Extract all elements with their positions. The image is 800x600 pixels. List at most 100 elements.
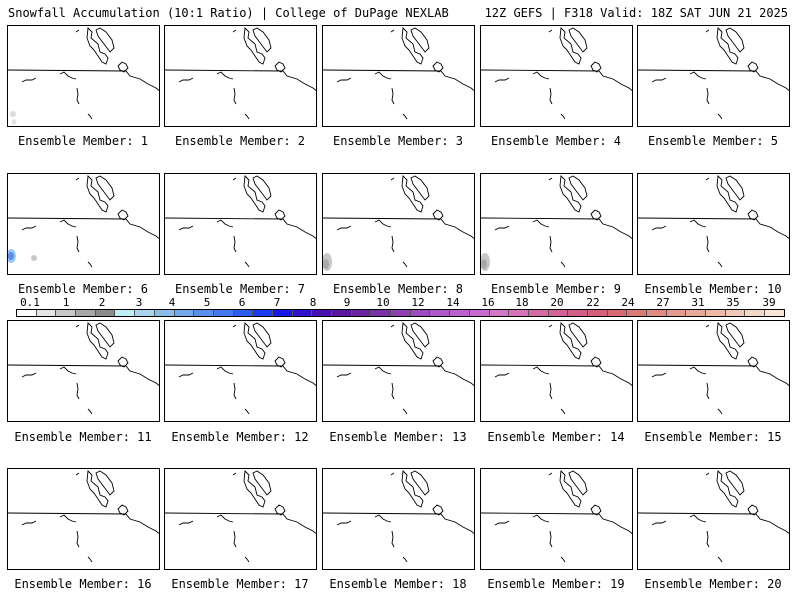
colorbar-swatch [233, 310, 254, 316]
ensemble-member-label: Ensemble Member: 15 [644, 430, 782, 444]
colorbar-swatch [213, 310, 234, 316]
ensemble-member-5-map [637, 25, 790, 127]
colorbar-swatch [135, 310, 155, 316]
colorbar-swatch [154, 310, 175, 316]
ensemble-member-6-map [7, 173, 160, 275]
ensemble-member-label: Ensemble Member: 2 [174, 134, 306, 148]
colorbar-swatch [292, 310, 313, 316]
colorbar-tick: 24 [621, 296, 635, 309]
ensemble-member-label: Ensemble Member: 7 [174, 282, 306, 296]
ensemble-member-19-map [480, 468, 633, 570]
colorbar-swatch [95, 310, 116, 316]
colorbar-swatch [391, 310, 411, 316]
ensemble-member-20-map [637, 468, 790, 570]
colorbar-swatch [76, 310, 96, 316]
map-title: Snowfall Accumulation (10:1 Ratio) | Col… [8, 6, 449, 20]
colorbar-swatch [568, 310, 588, 316]
ensemble-member-11-map [7, 320, 160, 422]
snowfall-colorbar [16, 309, 785, 317]
colorbar-tick: 6 [238, 296, 246, 309]
colorbar-tick: 3 [135, 296, 143, 309]
ensemble-member-3-map [322, 25, 475, 127]
ensemble-member-4-map [480, 25, 633, 127]
ensemble-member-label: Ensemble Member: 4 [490, 134, 622, 148]
colorbar-tick: 7 [273, 296, 281, 309]
colorbar-swatch [587, 310, 608, 316]
colorbar-swatch [174, 310, 195, 316]
colorbar-tick: 22 [586, 296, 600, 309]
colorbar-swatch [17, 310, 37, 316]
colorbar-swatch [647, 310, 667, 316]
colorbar-swatch [528, 310, 549, 316]
colorbar-tick: 27 [656, 296, 670, 309]
colorbar-swatch [686, 310, 707, 316]
colorbar-tick: 35 [726, 296, 740, 309]
colorbar-swatch [272, 310, 293, 316]
ensemble-member-10-map [637, 173, 790, 275]
ensemble-member-label: Ensemble Member: 9 [490, 282, 622, 296]
colorbar-swatch [115, 310, 136, 316]
colorbar-tick: 0.1 [20, 296, 40, 309]
ensemble-member-label: Ensemble Member: 18 [329, 577, 467, 591]
ensemble-member-label: Ensemble Member: 5 [647, 134, 779, 148]
ensemble-member-18-map [322, 468, 475, 570]
ensemble-member-label: Ensemble Member: 17 [171, 577, 309, 591]
colorbar-tick: 9 [343, 296, 351, 309]
ensemble-member-7-map [164, 173, 317, 275]
colorbar-tick: 20 [550, 296, 564, 309]
colorbar-tick: 14 [446, 296, 460, 309]
colorbar-tick: 39 [762, 296, 776, 309]
ensemble-member-16-map [7, 468, 160, 570]
colorbar-swatch [194, 310, 214, 316]
colorbar-swatch [450, 310, 470, 316]
ensemble-member-9-map [480, 173, 633, 275]
colorbar-swatch [509, 310, 529, 316]
ensemble-member-label: Ensemble Member: 11 [14, 430, 152, 444]
ensemble-member-label: Ensemble Member: 16 [14, 577, 152, 591]
colorbar-swatch [765, 310, 784, 316]
ensemble-member-label: Ensemble Member: 1 [17, 134, 149, 148]
colorbar-swatch [607, 310, 628, 316]
colorbar-tick: 31 [691, 296, 705, 309]
colorbar-tick: 10 [376, 296, 390, 309]
ensemble-member-12-map [164, 320, 317, 422]
ensemble-member-label: Ensemble Member: 19 [487, 577, 625, 591]
colorbar-swatch [332, 310, 352, 316]
colorbar-tick: 18 [515, 296, 529, 309]
ensemble-member-label: Ensemble Member: 8 [332, 282, 464, 296]
colorbar-swatch [725, 310, 746, 316]
colorbar-swatch [489, 310, 510, 316]
ensemble-member-label: Ensemble Member: 12 [171, 430, 309, 444]
colorbar-tick: 1 [62, 296, 70, 309]
colorbar-swatch [371, 310, 392, 316]
colorbar-tick: 4 [168, 296, 176, 309]
colorbar-swatch [706, 310, 726, 316]
ensemble-member-label: Ensemble Member: 14 [487, 430, 625, 444]
ensemble-member-14-map [480, 320, 633, 422]
ensemble-member-1-map [7, 25, 160, 127]
colorbar-swatch [253, 310, 273, 316]
colorbar-swatch [469, 310, 490, 316]
ensemble-member-label: Ensemble Member: 10 [644, 282, 782, 296]
colorbar-swatch [351, 310, 372, 316]
ensemble-member-13-map [322, 320, 475, 422]
colorbar-tick: 5 [203, 296, 211, 309]
colorbar-tick: 2 [98, 296, 106, 309]
ensemble-member-label: Ensemble Member: 6 [17, 282, 149, 296]
ensemble-member-15-map [637, 320, 790, 422]
ensemble-member-label: Ensemble Member: 20 [644, 577, 782, 591]
ensemble-member-17-map [164, 468, 317, 570]
colorbar-swatch [627, 310, 647, 316]
colorbar-swatch [430, 310, 451, 316]
colorbar-swatch [36, 310, 57, 316]
ensemble-member-label: Ensemble Member: 3 [332, 134, 464, 148]
colorbar-swatch [666, 310, 687, 316]
colorbar-tick-labels: 0.1 1 2 3 4 5 6 7 8 9 10 12 14 16 18 20 22 24 27 31 35 39 [0, 296, 800, 309]
colorbar-swatch [745, 310, 766, 316]
colorbar-swatch [410, 310, 431, 316]
colorbar-swatch [548, 310, 569, 316]
colorbar-swatch [312, 310, 332, 316]
ensemble-member-2-map [164, 25, 317, 127]
run-valid-time: 12Z GEFS | F318 Valid: 18Z SAT JUN 21 20… [484, 6, 788, 20]
ensemble-member-8-map [322, 173, 475, 275]
